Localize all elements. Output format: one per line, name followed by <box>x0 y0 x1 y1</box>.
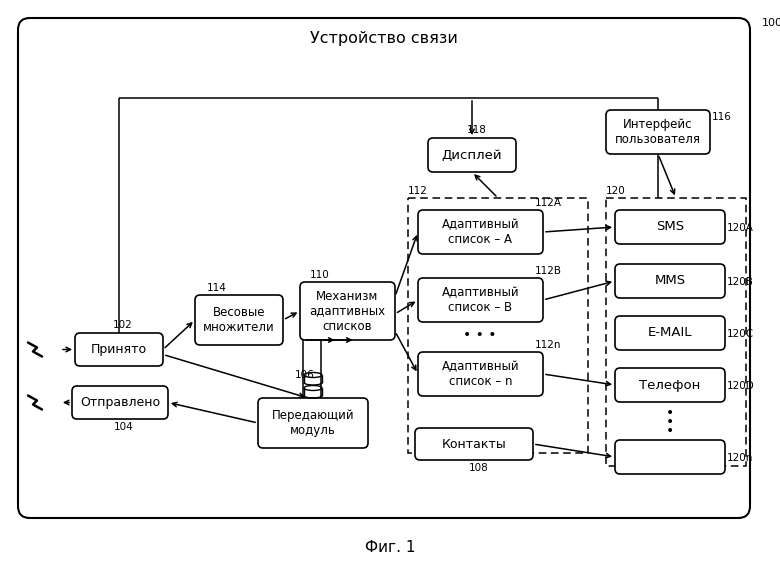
Text: Весовые
множители: Весовые множители <box>203 306 275 334</box>
Text: Контакты: Контакты <box>441 437 506 451</box>
Bar <box>408 198 588 453</box>
Text: 120B: 120B <box>727 277 754 287</box>
Text: 102: 102 <box>113 320 133 330</box>
FancyBboxPatch shape <box>415 428 533 460</box>
Text: •: • <box>666 424 674 438</box>
FancyBboxPatch shape <box>615 210 725 244</box>
Text: Адаптивный
список – В: Адаптивный список – В <box>441 286 519 314</box>
Text: 108: 108 <box>469 463 489 473</box>
Text: 112A: 112A <box>535 198 562 208</box>
Text: MMS: MMS <box>654 275 686 288</box>
FancyBboxPatch shape <box>18 18 750 518</box>
Text: 114: 114 <box>207 283 227 293</box>
FancyBboxPatch shape <box>606 110 710 154</box>
FancyBboxPatch shape <box>615 316 725 350</box>
Text: 100: 100 <box>762 18 780 28</box>
Text: 120: 120 <box>606 186 626 196</box>
Text: •: • <box>666 415 674 429</box>
FancyBboxPatch shape <box>418 278 543 322</box>
Text: Устройство связи: Устройство связи <box>310 30 458 46</box>
FancyBboxPatch shape <box>615 264 725 298</box>
Text: 112B: 112B <box>535 266 562 276</box>
Text: E-MAIL: E-MAIL <box>647 327 693 340</box>
FancyBboxPatch shape <box>418 352 543 396</box>
Text: 110: 110 <box>310 270 330 280</box>
Text: SMS: SMS <box>656 220 684 234</box>
Text: Фиг. 1: Фиг. 1 <box>365 541 415 556</box>
Text: Механизм
адаптивных
списков: Механизм адаптивных списков <box>310 289 385 332</box>
Text: 104: 104 <box>114 422 133 432</box>
Text: •: • <box>666 406 674 420</box>
Text: 112: 112 <box>408 186 428 196</box>
Text: Отправлено: Отправлено <box>80 396 160 409</box>
Text: Принято: Принято <box>91 343 147 356</box>
FancyBboxPatch shape <box>418 210 543 254</box>
Text: 120n: 120n <box>727 453 753 463</box>
Text: 118: 118 <box>467 125 487 135</box>
Text: 112n: 112n <box>535 340 562 350</box>
Text: Передающий
модуль: Передающий модуль <box>271 409 354 437</box>
Text: 116: 116 <box>712 112 732 122</box>
Bar <box>606 198 746 466</box>
FancyBboxPatch shape <box>72 386 168 419</box>
Text: 106: 106 <box>295 370 315 380</box>
FancyBboxPatch shape <box>258 398 368 448</box>
FancyBboxPatch shape <box>75 333 163 366</box>
Text: Дисплей: Дисплей <box>441 148 502 162</box>
FancyBboxPatch shape <box>300 282 395 340</box>
Text: 120C: 120C <box>727 329 754 339</box>
Text: Адаптивный
список – А: Адаптивный список – А <box>441 218 519 246</box>
Text: 120A: 120A <box>727 223 754 233</box>
Text: Интерфейс
пользователя: Интерфейс пользователя <box>615 118 701 146</box>
FancyBboxPatch shape <box>428 138 516 172</box>
Text: • • •: • • • <box>463 328 497 342</box>
FancyBboxPatch shape <box>615 368 725 402</box>
FancyBboxPatch shape <box>615 440 725 474</box>
Text: Телефон: Телефон <box>640 379 700 392</box>
Text: 120D: 120D <box>727 381 755 391</box>
Text: Адаптивный
список – n: Адаптивный список – n <box>441 360 519 388</box>
FancyBboxPatch shape <box>195 295 283 345</box>
